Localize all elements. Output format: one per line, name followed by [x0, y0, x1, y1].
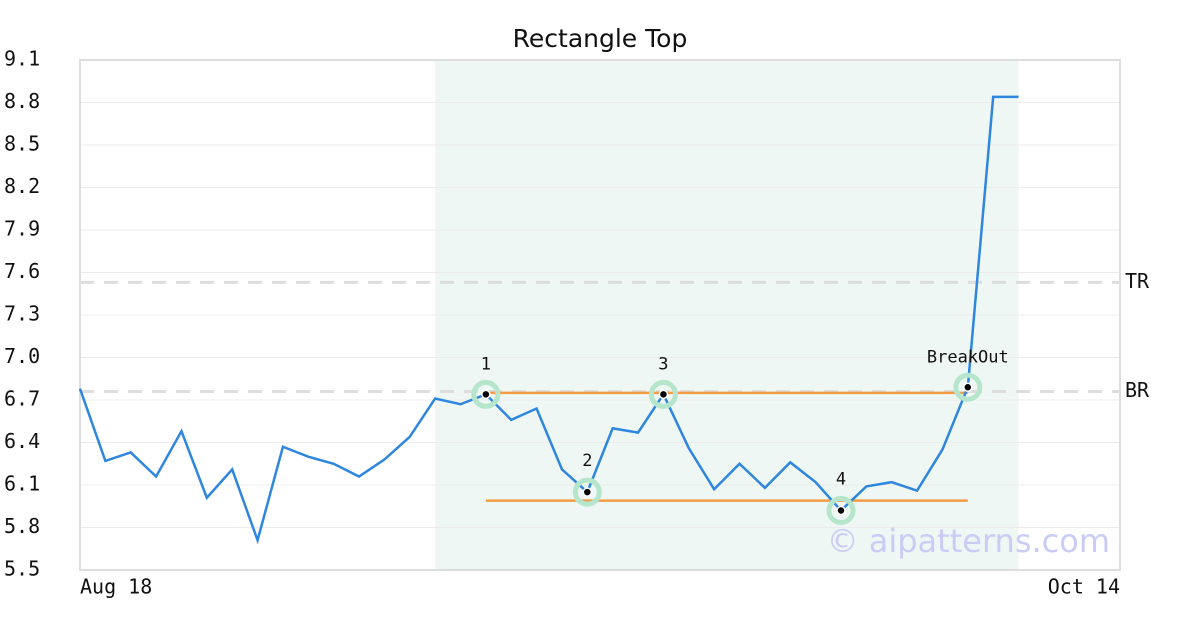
y-tick-label: 5.8: [4, 514, 40, 538]
y-tick-label: 7.9: [4, 217, 40, 241]
pattern-point: [963, 382, 973, 392]
pattern-point-halo: [953, 372, 983, 402]
y-tick-label: 7.6: [4, 259, 40, 283]
y-tick-label: 9.1: [4, 47, 40, 71]
chart-title: Rectangle Top: [513, 24, 688, 53]
pattern-point: [481, 389, 491, 400]
x-tick-label: Oct 14: [1048, 575, 1120, 599]
y-tick-label: 6.4: [4, 429, 40, 453]
y-tick-label: 7.3: [4, 302, 40, 326]
watermark: © aipatterns.com: [827, 522, 1110, 560]
y-tick-label: 7.0: [4, 344, 40, 368]
pattern-point-halo: [572, 477, 602, 507]
pattern-point-halo: [648, 379, 678, 409]
pattern-point-halo: [471, 379, 501, 409]
pattern-point-label: BreakOut: [927, 347, 1009, 367]
x-tick-label: Aug 18: [80, 575, 152, 599]
plot-border: [79, 59, 1121, 571]
y-tick-label: 5.5: [4, 557, 40, 581]
pattern-point: [582, 487, 593, 497]
reference-label: BR: [1125, 378, 1150, 402]
pattern-point-label: 1: [481, 354, 491, 374]
y-tick-label: 8.8: [4, 89, 40, 113]
price-line: [78, 95, 1019, 545]
pattern-point: [658, 389, 669, 400]
pattern-point-label: 3: [658, 354, 668, 374]
pattern-point-halo: [826, 496, 856, 525]
pattern-point-label: 4: [836, 470, 846, 490]
pattern-point-label: 2: [582, 451, 592, 471]
reference-label: TR: [1125, 269, 1150, 293]
y-tick-label: 8.5: [4, 132, 40, 156]
y-tick-label: 6.7: [4, 387, 40, 411]
pattern-point: [836, 505, 846, 516]
y-tick-label: 8.2: [4, 174, 40, 198]
y-tick-label: 6.1: [4, 472, 40, 496]
